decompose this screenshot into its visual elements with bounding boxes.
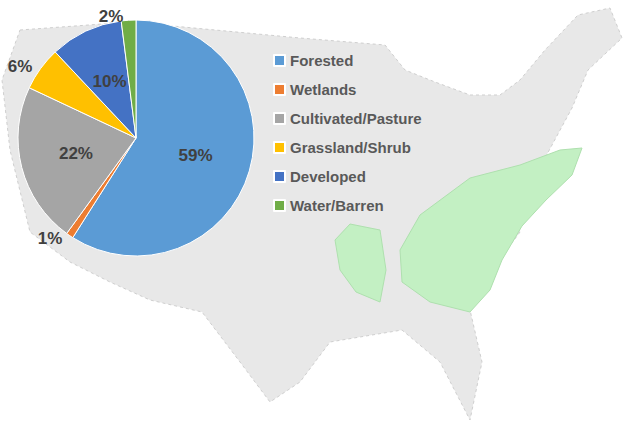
svg-text:59%: 59% — [179, 146, 213, 165]
svg-text:Forested: Forested — [290, 52, 353, 69]
svg-text:Grassland/Shrub: Grassland/Shrub — [290, 139, 411, 156]
svg-text:2%: 2% — [99, 7, 124, 26]
svg-text:Wetlands: Wetlands — [290, 81, 356, 98]
svg-text:1%: 1% — [38, 229, 63, 248]
svg-text:Water/Barren: Water/Barren — [290, 197, 384, 214]
svg-text:Developed: Developed — [290, 168, 366, 185]
svg-text:Cultivated/Pasture: Cultivated/Pasture — [290, 110, 422, 127]
svg-text:22%: 22% — [59, 144, 93, 163]
svg-text:6%: 6% — [8, 57, 33, 76]
svg-text:10%: 10% — [93, 72, 127, 91]
